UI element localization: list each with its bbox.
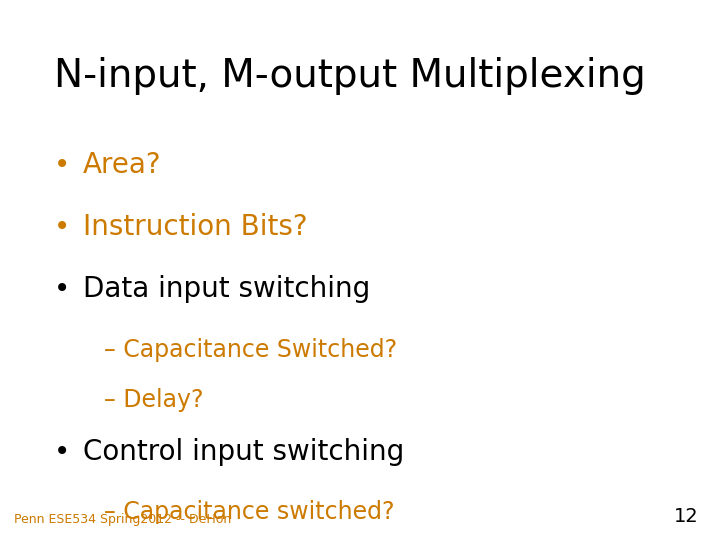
Text: Data input switching: Data input switching bbox=[83, 275, 370, 303]
Text: Instruction Bits?: Instruction Bits? bbox=[83, 213, 307, 241]
Text: N-input, M-output Multiplexing: N-input, M-output Multiplexing bbox=[54, 57, 646, 94]
Text: Control input switching: Control input switching bbox=[83, 438, 404, 466]
Text: Penn ESE534 Spring2012 -- DeHon: Penn ESE534 Spring2012 -- DeHon bbox=[14, 514, 232, 526]
Text: •: • bbox=[54, 213, 71, 241]
Text: 12: 12 bbox=[674, 508, 698, 526]
Text: – Capacitance Switched?: – Capacitance Switched? bbox=[104, 338, 397, 361]
Text: •: • bbox=[54, 275, 71, 303]
Text: Area?: Area? bbox=[83, 151, 161, 179]
Text: – Capacitance switched?: – Capacitance switched? bbox=[104, 500, 395, 524]
Text: •: • bbox=[54, 438, 71, 466]
Text: •: • bbox=[54, 151, 71, 179]
Text: – Delay?: – Delay? bbox=[104, 388, 204, 411]
